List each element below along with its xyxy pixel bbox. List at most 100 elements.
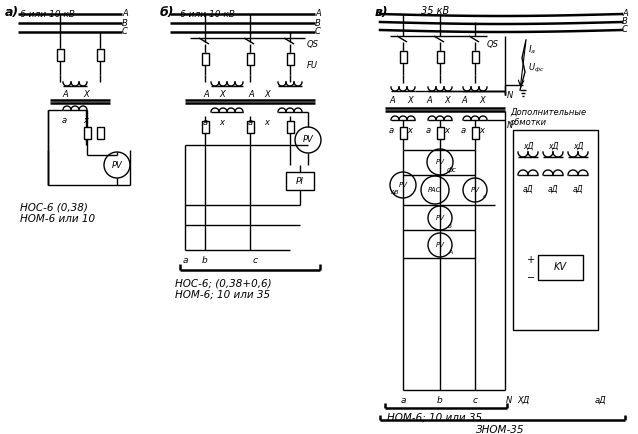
Text: x: x [444,126,449,135]
Text: а): а) [5,6,19,19]
Text: −: − [527,273,535,283]
Text: b: b [202,256,208,265]
Text: X: X [479,96,485,105]
Bar [247,53,254,65]
Text: PV: PV [436,215,445,221]
Text: A: A [248,90,254,99]
Text: x: x [407,126,412,135]
Text: Дополнительные: Дополнительные [510,108,586,117]
Text: НОС-6; (0,38+0,6): НОС-6; (0,38+0,6) [175,278,272,288]
Text: X: X [407,96,413,105]
Text: X: X [219,90,225,99]
Text: c: c [253,256,258,265]
Text: A: A [389,96,395,105]
Text: A: A [461,96,467,105]
Bar [57,49,64,61]
Text: в): в) [375,6,389,19]
Circle shape [463,178,487,202]
Text: 6 или 10 кВ: 6 или 10 кВ [20,10,75,19]
Text: aД: aД [595,396,607,405]
Bar [84,127,91,139]
Text: C: C [622,26,628,34]
Text: a: a [62,116,67,125]
Text: НОМ-6; 10 или 35: НОМ-6; 10 или 35 [175,290,270,300]
Text: PV: PV [112,161,122,170]
Text: N: N [507,91,513,99]
Text: PV: PV [436,159,445,165]
Text: A: A [622,10,628,19]
Bar [286,172,314,190]
Text: a: a [400,396,406,405]
Text: B: B [315,19,321,27]
Text: a: a [461,126,466,135]
Text: aД: aД [573,185,583,194]
Text: PV: PV [470,187,480,193]
Circle shape [390,172,416,198]
Text: C: C [122,27,128,36]
Bar [97,49,104,61]
Text: A: A [122,10,128,19]
Text: A: A [62,90,68,99]
Text: PV: PV [399,182,408,188]
Circle shape [428,233,452,257]
Text: xД: xД [548,142,558,151]
Text: N: N [507,122,513,131]
Text: XД: XД [517,396,530,405]
Text: B: B [122,19,128,27]
Text: QS: QS [487,39,499,49]
Bar [472,51,479,63]
Text: A: A [426,96,432,105]
Text: обмотки: обмотки [510,118,547,127]
Text: PV: PV [436,242,445,248]
Text: б: б [448,224,452,228]
Text: НОМ-6; 10 или 35: НОМ-6; 10 или 35 [387,413,482,423]
Bar [287,121,294,133]
Bar [437,51,444,63]
Bar [287,53,294,65]
Text: A: A [315,10,321,19]
Text: aД: aД [547,185,558,194]
Text: x: x [479,126,484,135]
Circle shape [104,152,130,178]
Text: xД: xД [523,142,533,151]
Text: aД: aД [523,185,533,194]
Text: x: x [83,116,88,125]
Text: N: N [506,396,512,405]
Bar [513,130,598,330]
Text: А: А [448,250,452,256]
Text: PI: PI [296,177,304,185]
Text: KV: KV [554,262,567,272]
Text: X: X [444,96,450,105]
Text: x: x [219,118,224,127]
Text: a: a [248,118,253,127]
Text: ЗНОМ-35: ЗНОМ-35 [476,425,524,434]
Bar [202,121,209,133]
Text: $U_{фс}$: $U_{фс}$ [528,62,544,75]
Circle shape [428,206,452,230]
Text: B: B [622,17,628,26]
Text: C: C [315,27,321,36]
Text: xД: xД [573,142,583,151]
Bar [437,127,444,139]
Text: AB: AB [390,191,399,195]
Text: 35 кВ: 35 кВ [421,6,449,16]
Text: +: + [527,255,535,265]
Circle shape [427,149,453,175]
Text: x: x [264,118,269,127]
Text: $I_a$: $I_a$ [528,44,536,56]
Text: QS: QS [307,39,319,49]
Circle shape [421,176,449,204]
Text: c: c [483,194,486,200]
Bar [400,51,407,63]
Text: a: a [203,118,208,127]
Text: НОС-6 (0,38): НОС-6 (0,38) [20,202,88,212]
Text: НОМ-6 или 10: НОМ-6 или 10 [20,214,95,224]
Bar [538,255,583,280]
Text: a: a [426,126,431,135]
Text: б): б) [160,6,175,19]
Text: a: a [389,126,394,135]
Text: PAC: PAC [428,187,441,193]
Text: A: A [203,90,209,99]
Text: FU: FU [307,60,318,69]
Text: фс: фс [447,167,457,173]
